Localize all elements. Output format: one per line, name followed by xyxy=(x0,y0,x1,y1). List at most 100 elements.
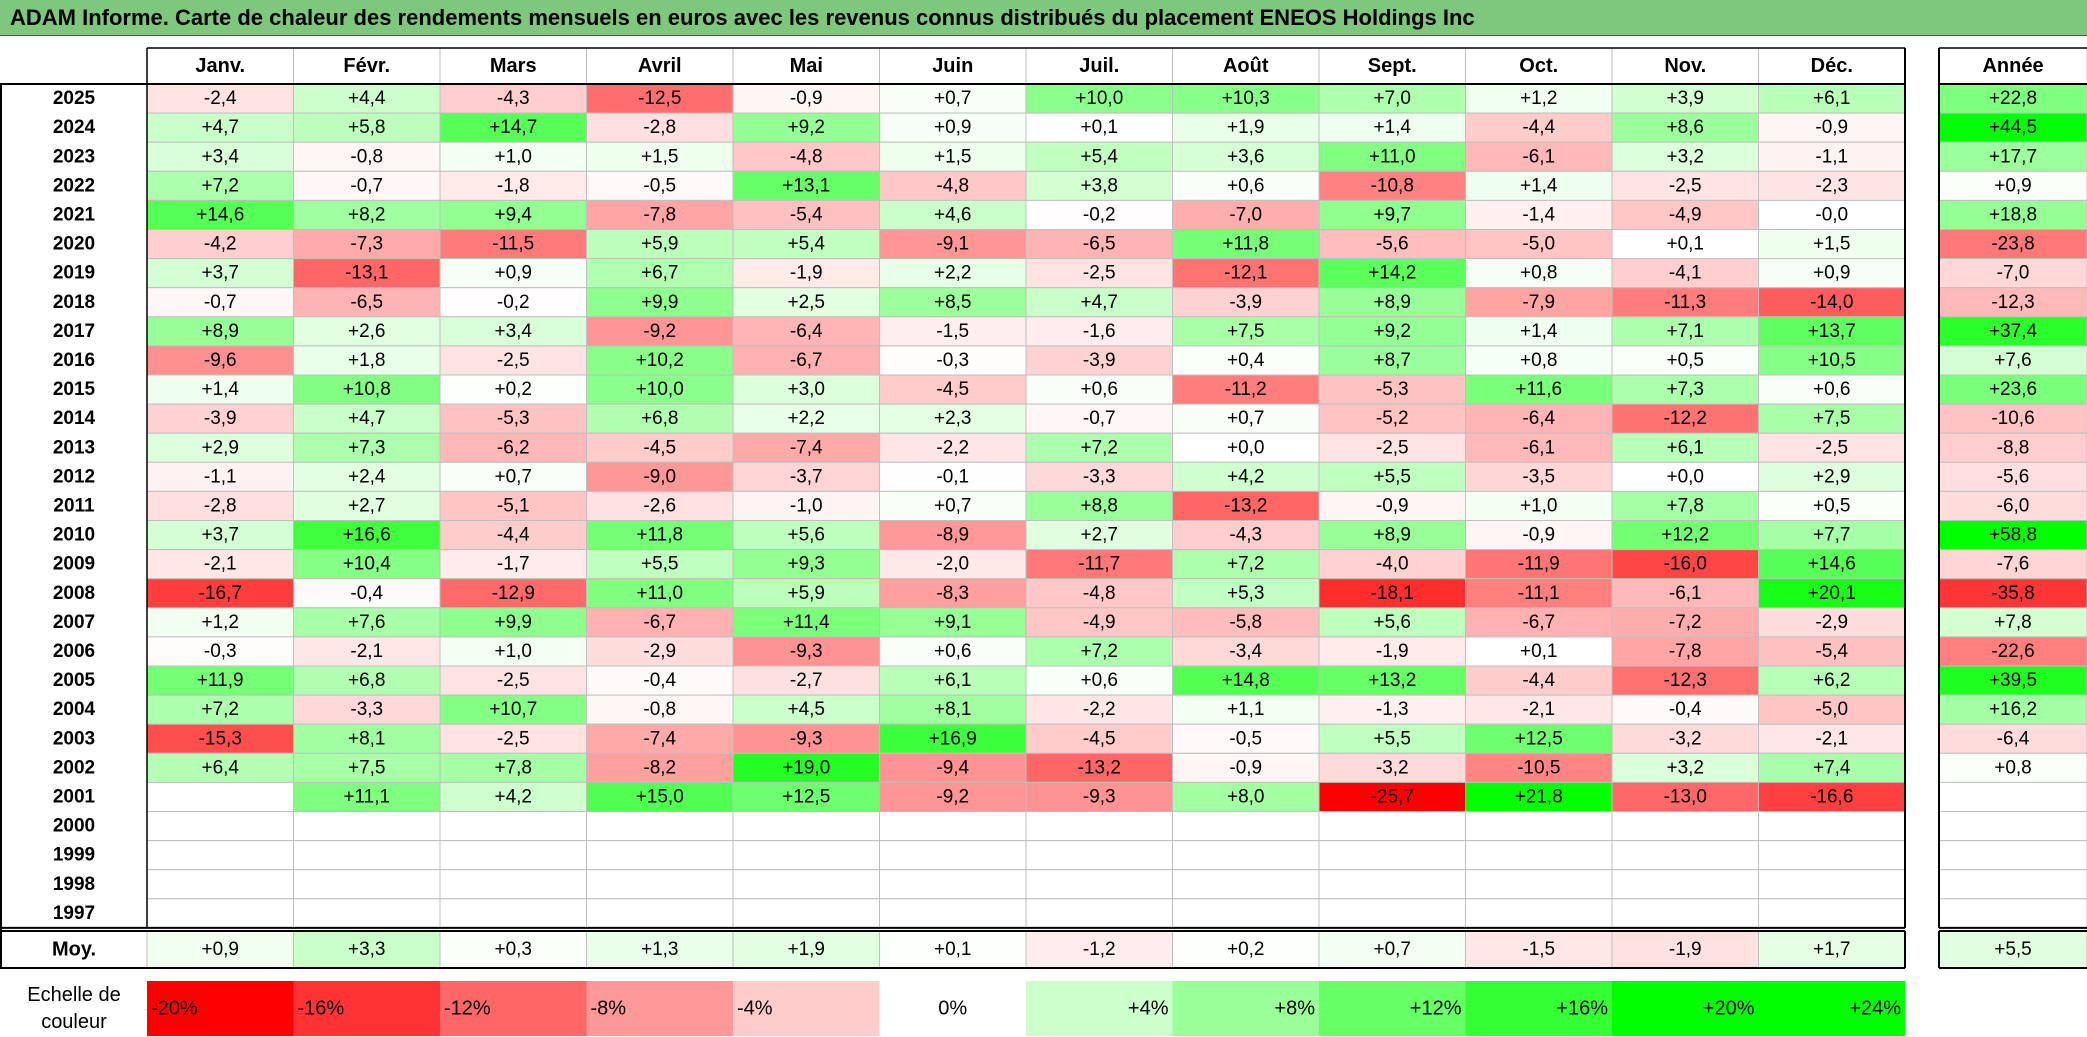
cell-value: -1,7 xyxy=(497,554,530,575)
cell-value: +7,1 xyxy=(1666,321,1704,342)
cell-value: -2,5 xyxy=(1083,263,1116,284)
cell-value: -16,7 xyxy=(199,583,242,604)
cell-value: -5,8 xyxy=(1229,612,1262,633)
cell-value: +0,9 xyxy=(494,263,532,284)
cell-value: -3,9 xyxy=(1083,350,1116,371)
cell-value: -18,1 xyxy=(1371,583,1414,604)
annual-cell xyxy=(1938,549,2087,580)
cell-value: -2,5 xyxy=(1376,437,1409,458)
heatmap-cell xyxy=(1025,432,1173,463)
heatmap-cell xyxy=(1172,199,1320,230)
cell-value: -2,2 xyxy=(936,437,969,458)
cell-value: -0,4 xyxy=(350,583,383,604)
cell-value: +1,5 xyxy=(934,146,972,167)
heatmap-cell xyxy=(293,520,441,551)
cell-value: +4,7 xyxy=(1080,292,1118,313)
cell-value: +6,4 xyxy=(201,757,239,778)
cell-value: -13,1 xyxy=(345,263,388,284)
cell-value: -4,0 xyxy=(1376,554,1409,575)
cell-value: -14,0 xyxy=(1810,292,1853,313)
month-header-cell xyxy=(732,47,880,85)
month-header-cell xyxy=(293,47,441,85)
cell-value: -9,2 xyxy=(643,321,676,342)
heatmap-cell xyxy=(439,170,587,201)
heatmap-cell xyxy=(1611,578,1759,609)
average-value: +0,9 xyxy=(201,939,239,960)
heatmap-cell xyxy=(732,898,880,929)
row-year-label: 2010 xyxy=(53,525,95,546)
heatmap-cell xyxy=(293,840,441,871)
annual-value: -8,8 xyxy=(1997,437,2030,458)
cell-value: +11,1 xyxy=(343,786,390,807)
heatmap-cell xyxy=(1172,578,1320,609)
cell-value: +2,9 xyxy=(1813,466,1851,487)
cell-value: +0,5 xyxy=(1666,350,1704,371)
cell-value: -11,2 xyxy=(1225,379,1267,400)
heatmap-cell xyxy=(1758,461,1906,492)
heatmap-cell xyxy=(1611,636,1759,667)
cell-value: +11,0 xyxy=(636,583,683,604)
cell-value: -7,2 xyxy=(1669,612,1702,633)
heatmap-cell xyxy=(1465,636,1613,667)
heatmap-cell xyxy=(293,869,441,900)
cell-value: -0,9 xyxy=(1522,525,1555,546)
scale-label-line2: couleur xyxy=(41,1011,107,1033)
heatmap-cell xyxy=(732,520,880,551)
heatmap-cell xyxy=(732,694,880,725)
cell-value: -5,4 xyxy=(1815,641,1848,662)
cell-value: +2,3 xyxy=(934,408,972,429)
annual-value: -12,3 xyxy=(1991,292,2034,313)
cell-value: -9,0 xyxy=(643,466,676,487)
cell-value: +10,0 xyxy=(1075,88,1123,109)
heatmap-cell xyxy=(439,723,587,754)
row-year-label: 2002 xyxy=(53,757,95,778)
heatmap-cell xyxy=(1172,170,1320,201)
annual-value: -7,6 xyxy=(1997,554,2030,575)
cell-value: +3,7 xyxy=(201,263,239,284)
heatmap-cell xyxy=(1025,781,1173,813)
cell-value: +13,7 xyxy=(1808,321,1856,342)
heatmap-cell xyxy=(586,403,734,434)
heatmap-cell xyxy=(293,229,441,260)
month-header-cell xyxy=(1465,47,1613,85)
heatmap-cell xyxy=(1318,549,1466,580)
cell-value: -3,5 xyxy=(1522,466,1555,487)
cell-value: -0,0 xyxy=(1815,204,1848,225)
cell-value: +0,6 xyxy=(1227,175,1265,196)
cell-value: -0,3 xyxy=(936,350,969,371)
heatmap-cell xyxy=(1611,607,1759,638)
heatmap-cell xyxy=(1172,403,1320,434)
cell-value: -2,8 xyxy=(204,495,237,516)
heatmap-cell xyxy=(732,869,880,900)
cell-value: +8,5 xyxy=(934,292,972,313)
heatmap-cell xyxy=(1611,898,1759,929)
cell-value: -4,3 xyxy=(1229,525,1262,546)
cell-value: +0,0 xyxy=(1227,437,1265,458)
heatmap-cell xyxy=(439,432,587,463)
scale-step-label: -8% xyxy=(591,998,627,1020)
cell-value: +0,2 xyxy=(494,379,532,400)
heatmap-cell xyxy=(879,229,1027,260)
heatmap-cell xyxy=(439,840,587,871)
month-header-cell xyxy=(879,47,1027,85)
heatmap-cell xyxy=(879,752,1027,783)
cell-value: +0,6 xyxy=(1080,379,1118,400)
cell-value: +12,2 xyxy=(1661,525,1709,546)
cell-value: -7,4 xyxy=(790,437,823,458)
cell-value: +2,2 xyxy=(787,408,825,429)
cell-value: -2,5 xyxy=(497,350,530,371)
cell-value: +0,7 xyxy=(494,466,532,487)
heatmap-cell xyxy=(1318,199,1466,230)
cell-value: -8,9 xyxy=(936,525,969,546)
annual-cell xyxy=(1938,229,2087,260)
cell-value: +7,8 xyxy=(1666,495,1704,516)
heatmap-cell xyxy=(1172,723,1320,754)
cell-value: -13,2 xyxy=(1078,757,1121,778)
cell-value: -4,5 xyxy=(643,437,676,458)
heatmap-cell xyxy=(879,869,1027,900)
cell-value: -0,7 xyxy=(350,175,383,196)
annual-value: -10,6 xyxy=(1991,408,2034,429)
cell-value: +9,2 xyxy=(1373,321,1411,342)
cell-value: -3,9 xyxy=(204,408,237,429)
year-header: Année xyxy=(1982,55,2043,77)
